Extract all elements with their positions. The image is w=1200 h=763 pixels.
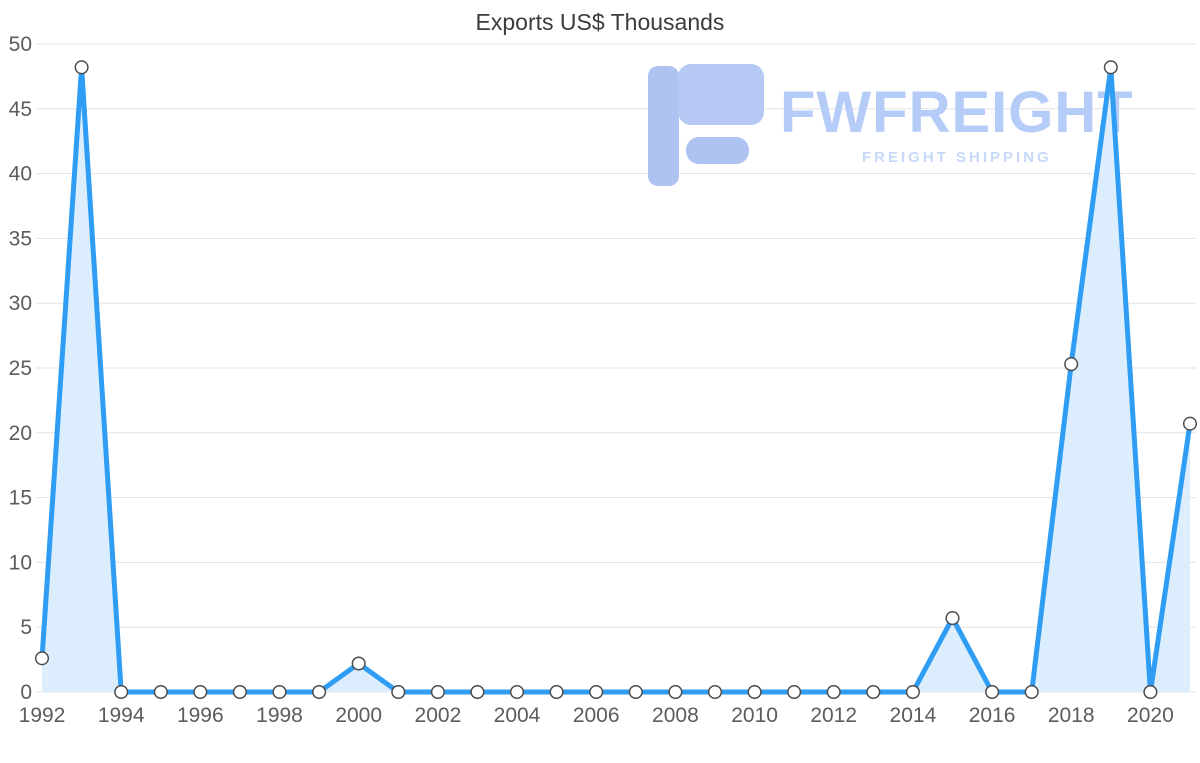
x-axis-tick-label: 1998	[256, 704, 303, 727]
watermark-brand: FWFREIGHT	[780, 80, 1134, 145]
x-axis-tick-label: 2012	[810, 704, 857, 727]
y-axis-tick-label: 35	[9, 227, 32, 250]
y-axis-tick-label: 45	[9, 98, 32, 121]
x-axis-tick-label: 1992	[19, 704, 66, 727]
chart-title: Exports US$ Thousands	[475, 9, 725, 35]
x-axis-tick-label: 2008	[652, 704, 699, 727]
x-axis-tick-label: 2010	[731, 704, 778, 727]
y-axis-tick-label: 40	[9, 163, 32, 186]
y-axis-tick-label: 5	[20, 616, 32, 639]
x-axis-tick-label: 2002	[415, 704, 462, 727]
x-axis-tick-label: 2004	[494, 704, 541, 727]
y-axis-tick-label: 30	[9, 292, 32, 315]
x-axis-tick-label: 2020	[1127, 704, 1174, 727]
fwfreight-logo-icon	[648, 64, 764, 186]
y-axis-tick-label: 15	[9, 487, 32, 510]
y-axis-tick-label: 0	[20, 681, 32, 704]
watermark-text: FWFREIGHT FREIGHT SHIPPING	[780, 80, 1134, 167]
y-axis-tick-label: 10	[9, 551, 32, 574]
x-axis-tick-label: 1996	[177, 704, 224, 727]
watermark-tagline: FREIGHT SHIPPING	[862, 149, 1052, 166]
x-axis-tick-label: 2000	[335, 704, 382, 727]
x-axis-tick-label: 2018	[1048, 704, 1095, 727]
x-axis-tick-label: 1994	[98, 704, 145, 727]
y-axis-tick-label: 50	[9, 33, 32, 56]
watermark: FWFREIGHT FREIGHT SHIPPING	[648, 64, 1134, 188]
x-axis-tick-label: 2006	[573, 704, 620, 727]
x-axis-tick-label: 2016	[969, 704, 1016, 727]
y-axis-tick-label: 25	[9, 357, 32, 380]
y-axis-tick-label: 20	[9, 422, 32, 445]
x-axis-tick-label: 2014	[890, 704, 937, 727]
